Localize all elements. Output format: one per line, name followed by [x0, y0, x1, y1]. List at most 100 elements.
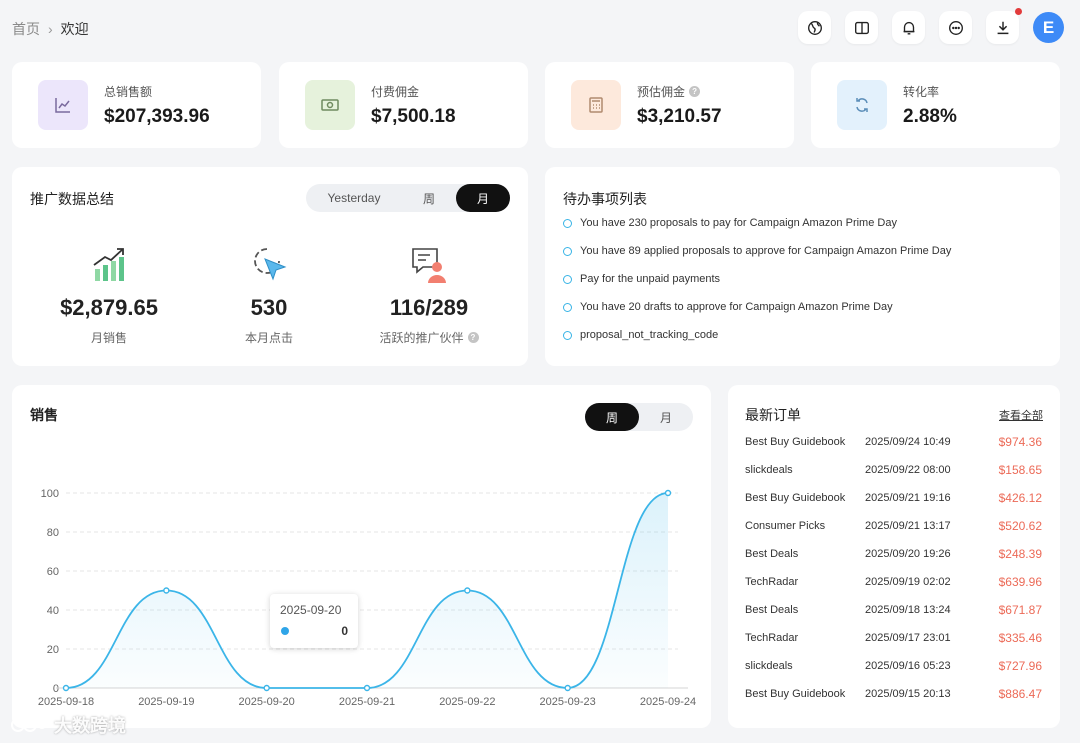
growth-chart-icon — [24, 245, 194, 285]
latest-orders-card: 最新订单 查看全部 Best Buy Guidebook 2025/09/24 1… — [728, 385, 1060, 728]
circle-icon — [563, 246, 572, 256]
tab-month[interactable]: 月 — [456, 184, 510, 212]
tab-yesterday[interactable]: Yesterday — [327, 191, 381, 205]
data-point — [564, 684, 571, 692]
stat-value: 530 — [250, 295, 288, 320]
view-all-link[interactable]: 查看全部 — [999, 410, 1043, 422]
order-amount: $886.47 — [998, 687, 1042, 701]
todo-item[interactable]: Pay for the unpaid payments — [563, 273, 720, 285]
order-amount: $426.12 — [998, 491, 1042, 505]
y-tick-label: 100 — [41, 488, 59, 500]
order-date: 2025/09/21 19:16 — [865, 492, 951, 504]
order-date: 2025/09/17 23:01 — [865, 632, 951, 644]
breadcrumb: 首页 › 欢迎 — [12, 19, 89, 39]
promo-summary-title: 推广数据总结 — [30, 191, 114, 207]
notifications-button[interactable] — [892, 11, 925, 44]
help-icon[interactable]: ? — [467, 332, 479, 343]
download-icon — [997, 21, 1008, 34]
chevron-right-icon: › — [48, 21, 53, 37]
x-tick-label: 2025-09-21 — [339, 696, 395, 708]
todo-title: 待办事项列表 — [563, 191, 647, 207]
breadcrumb-current: 欢迎 — [60, 21, 89, 37]
kpi-label: 付费佣金 — [371, 85, 420, 99]
click-cursor-icon — [184, 245, 354, 285]
order-date: 2025/09/16 05:23 — [865, 660, 951, 672]
order-source: slickdeals — [745, 660, 793, 672]
notification-dot — [1015, 8, 1022, 15]
data-point — [62, 684, 70, 692]
partner-icon — [344, 245, 514, 285]
order-date: 2025/09/19 02:02 — [865, 576, 951, 588]
docs-button[interactable] — [845, 11, 878, 44]
bell-icon — [903, 21, 914, 35]
order-source: Best Deals — [745, 604, 799, 616]
order-amount: $639.96 — [998, 575, 1042, 589]
x-tick-label: 2025-09-24 — [640, 696, 696, 708]
kpi-label: 总销售额 — [104, 85, 153, 99]
kpi-icon-box — [837, 80, 887, 130]
todo-card: 待办事项列表 You have 230 proposals to pay for… — [545, 167, 1060, 366]
data-point — [464, 587, 471, 594]
order-date: 2025/09/15 20:13 — [865, 688, 951, 700]
stat-value: $2,879.65 — [60, 295, 158, 320]
sales-period-toggle: 周 月 — [585, 403, 693, 431]
x-tick-label: 2025-09-23 — [540, 696, 596, 708]
download-button[interactable] — [986, 8, 1022, 44]
y-tick-label: 80 — [47, 527, 59, 539]
order-source: TechRadar — [745, 576, 799, 588]
circle-icon — [563, 330, 572, 340]
circle-icon — [563, 274, 572, 284]
todo-item[interactable]: proposal_not_tracking_code — [563, 329, 718, 341]
series-dot — [281, 627, 289, 635]
kpi-card-conversion-rate: 转化率 2.88% — [811, 62, 1060, 148]
kpi-label: 预估佣金? — [637, 83, 701, 100]
stat-monthly-clicks: 530 本月点击 — [184, 245, 354, 346]
breadcrumb-home[interactable]: 首页 — [12, 21, 40, 37]
sales-title: 销售 — [30, 407, 58, 423]
x-tick-label: 2025-09-20 — [239, 696, 295, 708]
tab-week[interactable]: 周 — [422, 191, 435, 206]
stat-label: 月销售 — [90, 331, 127, 345]
circle-icon — [563, 218, 572, 228]
tab-week[interactable]: 周 — [585, 403, 639, 431]
messages-button[interactable] — [939, 11, 972, 44]
order-amount: $671.87 — [998, 603, 1042, 617]
data-point — [664, 489, 672, 497]
x-tick-label: 2025-09-19 — [138, 696, 194, 708]
kpi-icon-box — [571, 80, 621, 130]
chart-line-icon — [55, 98, 70, 113]
x-tick-label: 2025-09-22 — [439, 696, 495, 708]
top-bar: 首页 › 欢迎 E — [0, 0, 1080, 56]
stat-monthly-sales: $2,879.65 月销售 — [24, 245, 194, 346]
globe-button[interactable] — [798, 11, 831, 44]
kpi-value: 2.88% — [903, 106, 957, 127]
order-date: 2025/09/24 10:49 — [865, 436, 951, 448]
calculator-icon — [589, 97, 603, 113]
kpi-value: $3,210.57 — [637, 106, 722, 127]
todo-item[interactable]: You have 20 drafts to approve for Campai… — [563, 301, 893, 313]
order-amount: $335.46 — [998, 631, 1042, 645]
order-source: Best Buy Guidebook — [745, 436, 846, 448]
order-source: Best Buy Guidebook — [745, 688, 846, 700]
avatar[interactable]: E — [1033, 12, 1064, 43]
stat-label: 本月点击 — [244, 331, 293, 345]
order-source: Consumer Picks — [745, 520, 826, 532]
order-amount: $727.96 — [998, 659, 1042, 673]
todo-item[interactable]: You have 89 applied proposals to approve… — [563, 245, 951, 257]
kpi-value: $207,393.96 — [104, 106, 210, 127]
help-icon[interactable]: ? — [689, 86, 701, 97]
order-amount: $520.62 — [998, 519, 1042, 533]
kpi-card-paid-commission: 付费佣金 $7,500.18 — [279, 62, 528, 148]
refresh-icon — [856, 98, 868, 112]
book-icon — [854, 21, 869, 34]
order-amount: $974.36 — [998, 435, 1042, 449]
tab-month[interactable]: 月 — [659, 410, 672, 425]
kpi-icon-box — [38, 80, 88, 130]
y-tick-label: 40 — [47, 605, 59, 617]
order-source: TechRadar — [745, 632, 799, 644]
order-amount: $248.39 — [998, 547, 1042, 561]
todo-item[interactable]: You have 230 proposals to pay for Campai… — [563, 217, 897, 229]
order-source: slickdeals — [745, 464, 793, 476]
tooltip-value: 0 — [341, 624, 348, 638]
